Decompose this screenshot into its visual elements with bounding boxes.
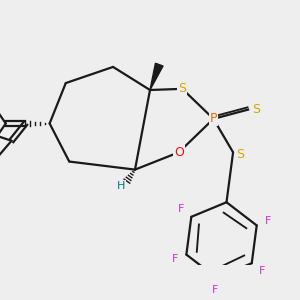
Text: F: F	[259, 266, 265, 276]
Text: F: F	[171, 254, 178, 264]
Text: P: P	[210, 112, 217, 125]
Text: S: S	[236, 148, 244, 161]
Polygon shape	[150, 63, 163, 90]
Text: S: S	[178, 82, 186, 95]
Text: S: S	[252, 103, 260, 116]
Text: O: O	[174, 146, 184, 159]
Text: F: F	[178, 204, 184, 214]
Text: H: H	[117, 181, 125, 191]
Text: F: F	[265, 216, 272, 226]
Text: F: F	[212, 285, 218, 295]
